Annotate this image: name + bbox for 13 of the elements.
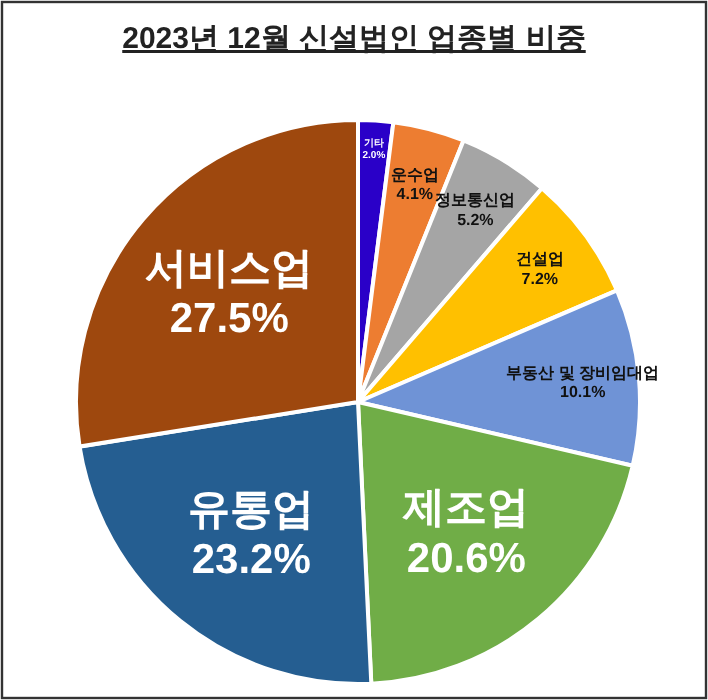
data-label: 4.1% xyxy=(396,184,434,203)
slice-label: 서비스업 xyxy=(145,245,314,292)
slice-label: 제조업 xyxy=(401,485,530,532)
data-label: 23.2% xyxy=(191,537,312,584)
data-label: 7.2% xyxy=(521,269,559,288)
slice-label: 운수업 xyxy=(390,165,439,184)
data-label: 27.5% xyxy=(169,296,290,343)
slice-label: 유통업 xyxy=(188,486,315,533)
data-label: 5.2% xyxy=(457,210,494,229)
slice-label: 건설업 xyxy=(515,250,564,269)
data-label: 10.1% xyxy=(560,383,606,402)
chart-title: 2023년 12월 신설법인 업종별 비중 xyxy=(122,22,586,56)
data-label: 20.6% xyxy=(406,535,527,582)
